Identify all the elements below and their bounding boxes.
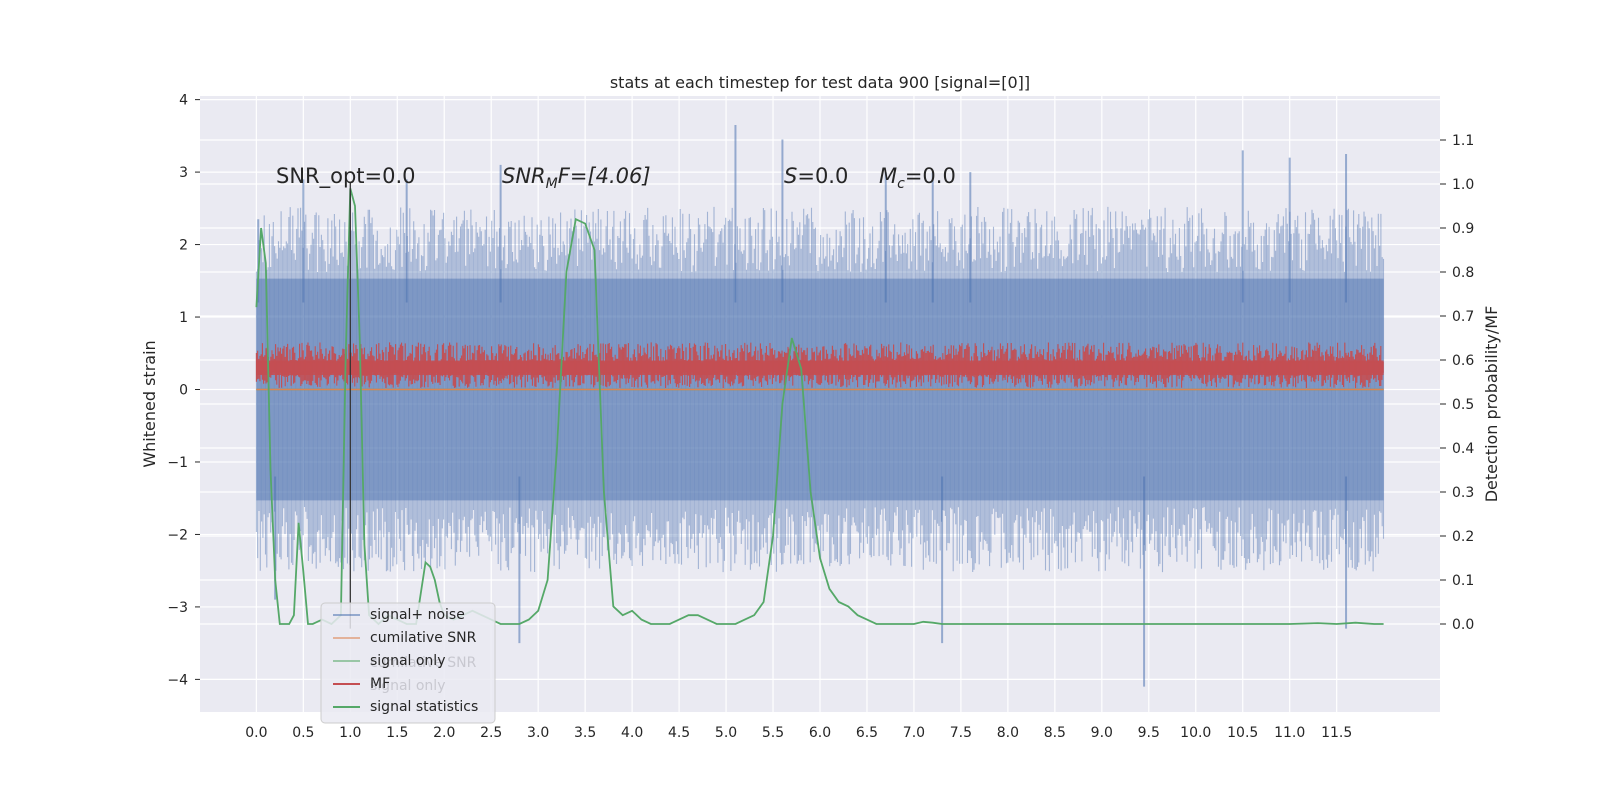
y-tick-label-right: 0.2 [1452,529,1474,545]
annotation-snr-mf: SNRMF=[4.06] [502,164,651,192]
x-tick-label: 0.5 [292,725,314,741]
y-tick-label-right: 0.8 [1452,265,1474,281]
signal-statistics-series [255,182,1384,629]
y-tick-label-left: 3 [179,165,188,181]
mf-series [255,342,1384,389]
x-tick-label: 6.5 [856,725,878,741]
x-tick-label: 2.0 [433,725,455,741]
legend-label: MF [370,676,390,692]
y-ticks-right: 1.1 1.0 0.9 0.8 0.7 0.6 0.5 0.4 0.3 0.2 0.1 0.0 [1440,133,1474,633]
x-tick-label: 8.0 [997,725,1019,741]
signal-statistics-line [255,188,1384,626]
x-tick-label: 1.5 [386,725,408,741]
x-tick-label: 2.5 [480,725,502,741]
y-tick-label-right: 0.3 [1452,485,1474,501]
y-axis-label-left: Whitened strain [140,340,159,467]
legend-ghost-text-1: cumilative SNR [370,655,477,671]
annotation-snr-mf-sub: M [546,176,558,192]
y-tick-label-right: 0.9 [1452,221,1474,237]
y-tick-label-left: 0 [179,383,188,399]
annotation-snr-mf-rest: F=[4.06] [558,164,651,188]
annotation-mc-sub: c [897,176,905,192]
mf-trace [255,342,1384,389]
y-tick-label-right: 0.0 [1452,617,1474,633]
legend-label: signal only [370,653,445,669]
x-tick-label: 4.5 [668,725,690,741]
x-tick-label: 7.5 [950,725,972,741]
y-tick-label-left: −1 [167,455,188,471]
y-tick-label-right: 0.7 [1452,309,1474,325]
x-tick-label: 10.5 [1227,725,1258,741]
x-tick-label: 0.0 [245,725,267,741]
annotation-mc-main: M [879,164,897,188]
annotation-s-rest: =0.0 [797,164,848,188]
x-tick-label: 10.0 [1180,725,1211,741]
x-tick-label: 5.5 [762,725,784,741]
x-tick-label: 3.5 [574,725,596,741]
x-tick-label: 4.0 [621,725,643,741]
annotation-snr-mf-main: SNR [502,164,546,188]
legend: cumilative SNR signal only signal+ noise… [320,602,496,724]
x-tick-label: 5.0 [715,725,737,741]
y-tick-label-left: 4 [179,93,188,109]
x-tick-label: 1.0 [339,725,361,741]
x-tick-label: 9.0 [1091,725,1113,741]
annotation-snr-opt: SNR_opt=0.0 [276,164,416,189]
y-tick-label-right: 1.1 [1452,133,1474,149]
annotation-mc: Mc=0.0 [879,164,956,192]
legend-label: signal+ noise [370,607,465,623]
y-axis-label-right: Detection probability/MF [1482,306,1501,503]
x-tick-label: 3.0 [527,725,549,741]
y-tick-label-left: −3 [167,600,188,616]
legend-ghost-text-2: signal only [370,678,445,694]
x-tick-label: 8.5 [1044,725,1066,741]
x-ticks: 0.0 0.5 1.0 1.5 2.0 2.5 3.0 3.5 4.0 4.5 5.0 5.5 6.0 6… [245,725,1352,741]
annotation-s-main: S [784,164,797,188]
legend-box [320,602,496,724]
x-tick-label: 7.0 [903,725,925,741]
y-tick-label-right: 0.1 [1452,573,1474,589]
y-ticks-left: 4 3 2 1 0 −1 −2 −3 −4 [167,93,200,688]
y-tick-label-left: 1 [179,310,188,326]
annotation-mc-rest: =0.0 [905,164,956,188]
y-tick-label-right: 1.0 [1452,177,1474,193]
y-tick-label-right: 0.4 [1452,441,1474,457]
x-tick-label: 11.0 [1274,725,1305,741]
legend-label: signal statistics [370,699,478,715]
annotation-s: S=0.0 [784,164,848,188]
y-tick-label-left: 2 [179,238,188,254]
y-tick-label-left: −4 [167,672,188,688]
legend-label: cumilative SNR [370,630,477,646]
y-tick-label-right: 0.5 [1452,397,1474,413]
x-tick-label: 11.5 [1321,725,1352,741]
chart-title: stats at each timestep for test data 900… [610,73,1030,92]
x-tick-label: 6.0 [809,725,831,741]
y-tick-label-left: −2 [167,527,188,543]
x-tick-label: 9.5 [1138,725,1160,741]
y-tick-label-right: 0.6 [1452,353,1474,369]
